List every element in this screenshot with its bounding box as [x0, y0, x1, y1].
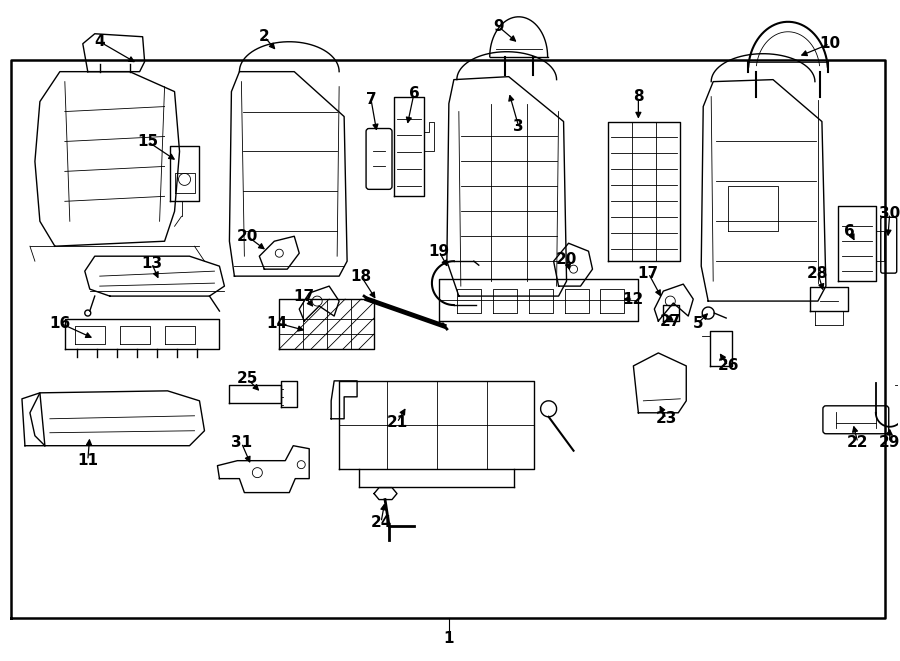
Text: 27: 27	[660, 313, 681, 329]
Text: 4: 4	[94, 34, 105, 49]
Text: 8: 8	[633, 89, 643, 104]
Text: 6: 6	[409, 86, 419, 101]
Text: 20: 20	[556, 252, 577, 266]
Text: 5: 5	[693, 315, 704, 330]
Text: 2: 2	[259, 29, 270, 44]
Text: 22: 22	[847, 435, 868, 450]
Text: 29: 29	[879, 435, 900, 450]
Text: 15: 15	[137, 134, 158, 149]
Text: 19: 19	[428, 244, 449, 258]
Text: 18: 18	[350, 268, 372, 284]
Text: 6: 6	[844, 224, 855, 239]
Text: 28: 28	[807, 266, 829, 281]
Text: 12: 12	[623, 292, 644, 307]
Text: 13: 13	[141, 256, 162, 270]
Text: 24: 24	[370, 515, 392, 530]
Text: 14: 14	[266, 315, 288, 330]
Text: 17: 17	[638, 266, 659, 281]
Text: 1: 1	[444, 631, 454, 646]
Text: 21: 21	[386, 415, 408, 430]
Text: 17: 17	[293, 289, 315, 303]
Text: 23: 23	[655, 411, 677, 426]
Text: 11: 11	[77, 453, 98, 468]
Text: 26: 26	[717, 358, 739, 373]
Text: 30: 30	[879, 206, 900, 221]
Text: 20: 20	[237, 229, 258, 244]
Text: 9: 9	[493, 19, 504, 34]
Text: 10: 10	[819, 36, 841, 52]
Text: 7: 7	[365, 92, 376, 107]
Text: 31: 31	[230, 435, 252, 450]
Text: 3: 3	[513, 119, 524, 134]
Text: 16: 16	[50, 315, 70, 330]
Text: 25: 25	[237, 371, 258, 387]
